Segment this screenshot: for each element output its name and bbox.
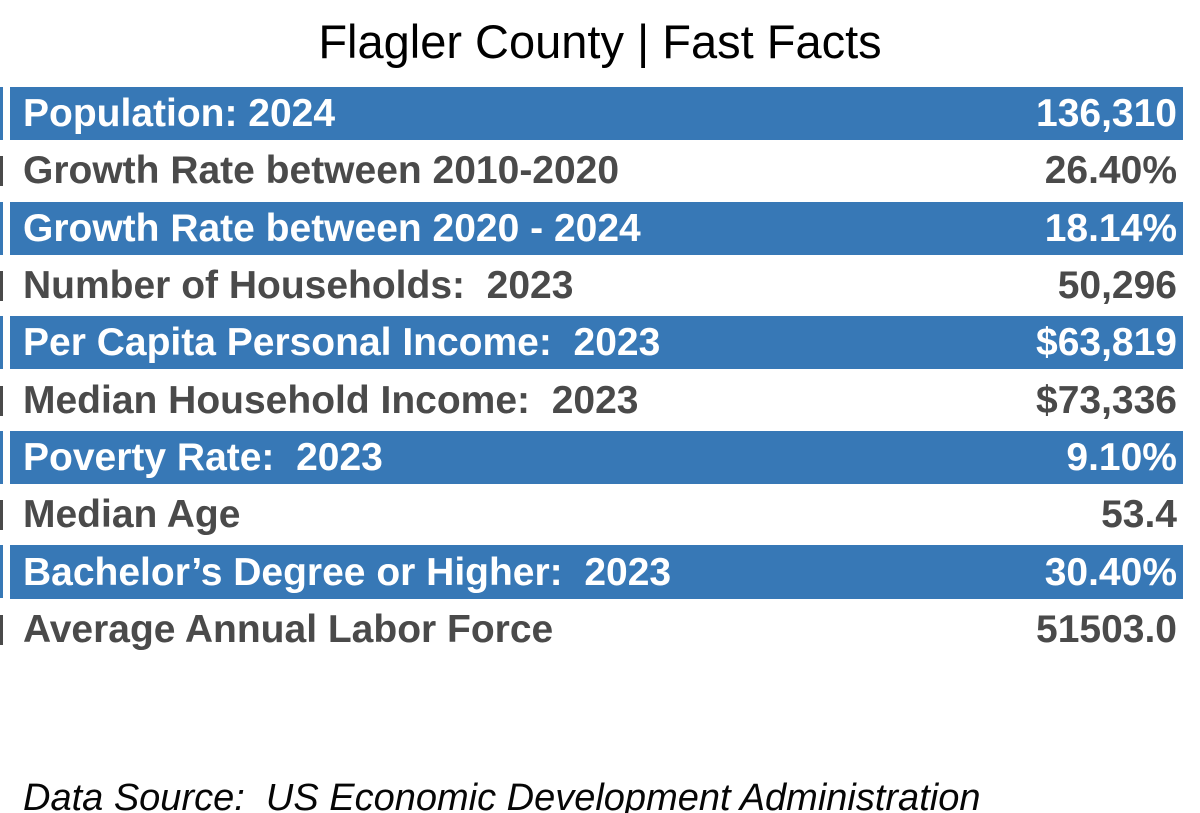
fact-value: 18.14% xyxy=(1044,206,1177,250)
fact-label: Population: 2024 xyxy=(23,92,336,136)
page-title: Flagler County | Fast Facts xyxy=(318,15,882,68)
table-row: Growth Rate between 2010-2020 26.40% xyxy=(10,142,1183,200)
table-row: Population: 2024 136,310 xyxy=(10,85,1183,143)
table-row: Bachelor’s Degree or Higher: 2023 30.40% xyxy=(10,543,1183,601)
fact-label: Median Age xyxy=(23,493,241,537)
table-row: Average Annual Labor Force 51503.0 xyxy=(10,600,1183,658)
fact-label: Growth Rate between 2010-2020 xyxy=(23,149,620,193)
table-row: Number of Households: 2023 50,296 xyxy=(10,256,1183,315)
fact-value: 53.4 xyxy=(1101,493,1177,537)
fact-value: 26.40% xyxy=(1044,149,1177,193)
fact-label: Number of Households: 2023 xyxy=(23,264,574,308)
fact-label: Bachelor’s Degree or Higher: 2023 xyxy=(23,550,672,594)
table-row: Median Age 53.4 xyxy=(10,486,1183,544)
fact-value: 136,310 xyxy=(1036,92,1177,136)
fact-label: Average Annual Labor Force xyxy=(23,607,554,651)
fact-label: Growth Rate between 2020 - 2024 xyxy=(23,206,641,250)
fact-value: 51503.0 xyxy=(1036,607,1177,651)
fact-label: Median Household Income: 2023 xyxy=(23,378,639,422)
fact-label: Poverty Rate: 2023 xyxy=(23,435,383,479)
table-row: Per Capita Personal Income: 2023 $63,819 xyxy=(10,314,1183,372)
fact-value: 50,296 xyxy=(1057,264,1177,308)
table-row: Growth Rate between 2020 - 2024 18.14% xyxy=(10,199,1183,257)
fact-label: Per Capita Personal Income: 2023 xyxy=(23,321,661,365)
fact-value: 30.40% xyxy=(1044,550,1177,594)
fact-value: 9.10% xyxy=(1066,435,1177,479)
table-row: Median Household Income: 2023 $73,336 xyxy=(10,371,1183,429)
data-source-line: Data Source: US Economic Development Adm… xyxy=(23,777,981,813)
fact-value: $73,336 xyxy=(1036,378,1177,422)
fast-facts-table: Population: 2024 136,310 Growth Rate bet… xyxy=(10,85,1183,658)
data-source-note: Data Source: US Economic Development Adm… xyxy=(23,668,980,813)
fact-value: $63,819 xyxy=(1036,321,1177,365)
table-row: Poverty Rate: 2023 9.10% xyxy=(10,428,1183,487)
